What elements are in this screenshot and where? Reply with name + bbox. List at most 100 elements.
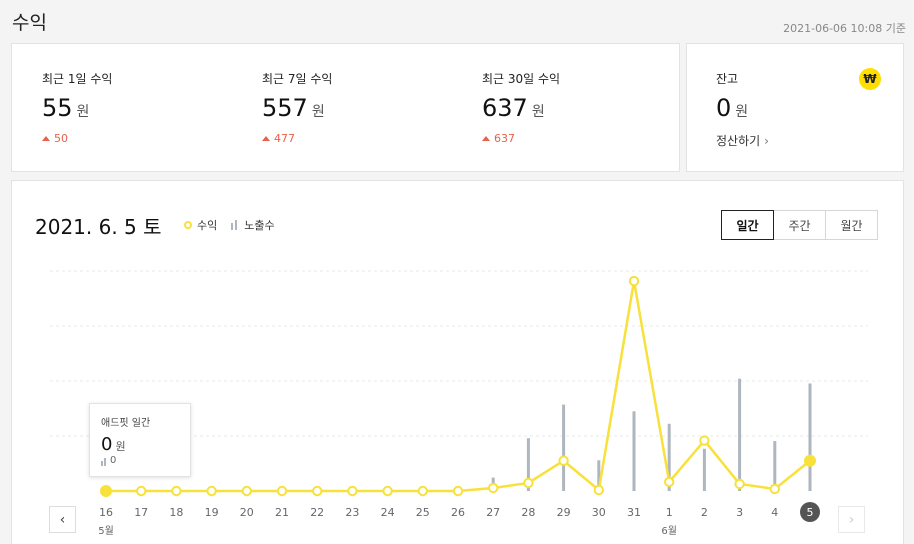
- tooltip-impressions: 0: [101, 455, 179, 466]
- x-tick-label: 31: [627, 506, 641, 519]
- month-label: 6월: [661, 525, 677, 537]
- revenue-point: [593, 484, 604, 496]
- revenue-point: [382, 485, 393, 497]
- revenue-point: [628, 275, 640, 287]
- chart-date: 2021. 6. 5 토: [35, 215, 162, 239]
- next-period-button[interactable]: ›: [838, 506, 865, 533]
- updated-timestamp: 2021-06-06 10:08 기준: [783, 22, 906, 35]
- prev-period-button[interactable]: ‹: [49, 506, 76, 533]
- won-icon: ₩: [859, 68, 881, 90]
- balance-unit: 원: [735, 104, 749, 120]
- revenue-point: [664, 476, 675, 488]
- x-tick-label: 24: [381, 506, 395, 519]
- balance-label: 잔고: [716, 72, 739, 86]
- up-triangle-icon: [482, 136, 490, 141]
- balance-number: 0: [716, 94, 732, 122]
- stat-value: 55 원: [42, 94, 89, 122]
- stat-number: 55: [42, 94, 73, 122]
- month-label: 5월: [98, 525, 114, 537]
- x-tick-label: 5: [807, 506, 814, 519]
- revenue-point: [769, 483, 780, 495]
- impression-bar: [562, 404, 566, 491]
- revenue-legend-label: 수익: [197, 219, 218, 232]
- revenue-point: [347, 485, 358, 497]
- chevron-left-icon: ‹: [59, 511, 66, 528]
- stat-unit: 원: [531, 104, 545, 120]
- stat-delta: 637: [482, 132, 515, 145]
- revenue-point: [558, 455, 569, 466]
- stat-unit: 원: [311, 104, 325, 120]
- chevron-right-icon: ›: [764, 134, 769, 148]
- stat-value: 637 원: [482, 94, 545, 122]
- revenue-point: [206, 485, 217, 497]
- revenue-point: [523, 477, 534, 489]
- revenue-chart: 16 17 18 19 20 21 22 23 24 25 26 27 28 29 30 31 1 2 3 4 55월 6…: [50, 270, 868, 537]
- x-tick-label: 1: [666, 506, 673, 519]
- stat-label: 최근 1일 수익: [42, 72, 113, 86]
- revenue-legend-icon: [184, 221, 192, 229]
- impression-bar: [773, 441, 777, 491]
- stat-unit: 원: [76, 104, 90, 120]
- stat-1day: 최근 1일 수익 55 원 50: [42, 70, 113, 145]
- stat-delta-value: 637: [494, 132, 515, 145]
- active-day-marker: [800, 502, 820, 522]
- revenue-point: [241, 485, 253, 497]
- revenue-point: [136, 485, 147, 497]
- impression-bar: [738, 378, 742, 491]
- summary-card: 최근 1일 수익 55 원 50 최근 7일 수익 557 원 477 최근 30일…: [11, 43, 680, 172]
- x-tick-label: 26: [451, 506, 465, 519]
- revenue-point: [734, 478, 745, 490]
- x-tick-label: 22: [310, 506, 324, 519]
- x-tick-label: 29: [557, 506, 571, 519]
- stat-delta: 477: [262, 132, 295, 145]
- stat-7day: 최근 7일 수익 557 원 477: [262, 70, 333, 145]
- impressions-legend-icon: [231, 220, 239, 230]
- stat-delta: 50: [42, 132, 68, 145]
- x-tick-label: 20: [240, 506, 254, 519]
- revenue-point: [100, 485, 112, 497]
- impression-bar: [667, 423, 671, 491]
- revenue-point: [312, 485, 323, 497]
- chart-legend: 수익 노출수: [184, 217, 275, 233]
- impression-bar: [526, 438, 530, 491]
- revenue-point: [699, 435, 710, 446]
- x-tick-label: 23: [345, 506, 359, 519]
- x-tick-label: 21: [275, 506, 289, 519]
- tooltip-unit: 원: [115, 440, 126, 453]
- settle-link[interactable]: 정산하기 ›: [716, 132, 769, 149]
- stat-label: 최근 7일 수익: [262, 72, 333, 86]
- x-tick-label: 25: [416, 506, 430, 519]
- revenue-point: [171, 485, 182, 497]
- stat-value: 557 원: [262, 94, 325, 122]
- revenue-point: [488, 482, 499, 494]
- tab-monthly[interactable]: 월간: [825, 210, 878, 240]
- impression-bar: [632, 411, 636, 491]
- chevron-right-icon: ›: [848, 511, 855, 528]
- x-tick-label: 27: [486, 506, 500, 519]
- tooltip-number: 0: [101, 434, 113, 455]
- impression-bar: [597, 460, 601, 491]
- stat-number: 637: [482, 94, 528, 122]
- x-tick-label: 19: [205, 506, 219, 519]
- x-tick-label: 18: [169, 506, 183, 519]
- tab-daily[interactable]: 일간: [721, 210, 774, 240]
- x-tick-label: 16: [99, 506, 113, 519]
- impressions-icon: [101, 458, 107, 466]
- tooltip-impressions-value: 0: [110, 455, 117, 466]
- up-triangle-icon: [42, 136, 50, 141]
- x-tick-label: 3: [736, 506, 743, 519]
- x-tick-label: 30: [592, 506, 606, 519]
- revenue-point: [804, 454, 816, 467]
- stat-30day: 최근 30일 수익 637 원 637: [482, 70, 560, 145]
- chart-card: 2021. 6. 5 토 수익 노출수 일간 주간 월간 16 17 18 19 20 2…: [11, 180, 904, 544]
- settle-label: 정산하기: [716, 134, 761, 148]
- revenue-point: [417, 485, 428, 497]
- revenue-point: [452, 485, 464, 497]
- stat-delta-value: 50: [54, 132, 68, 145]
- stat-delta-value: 477: [274, 132, 295, 145]
- impression-bar: [808, 383, 812, 491]
- impressions-legend-label: 노출수: [244, 219, 275, 232]
